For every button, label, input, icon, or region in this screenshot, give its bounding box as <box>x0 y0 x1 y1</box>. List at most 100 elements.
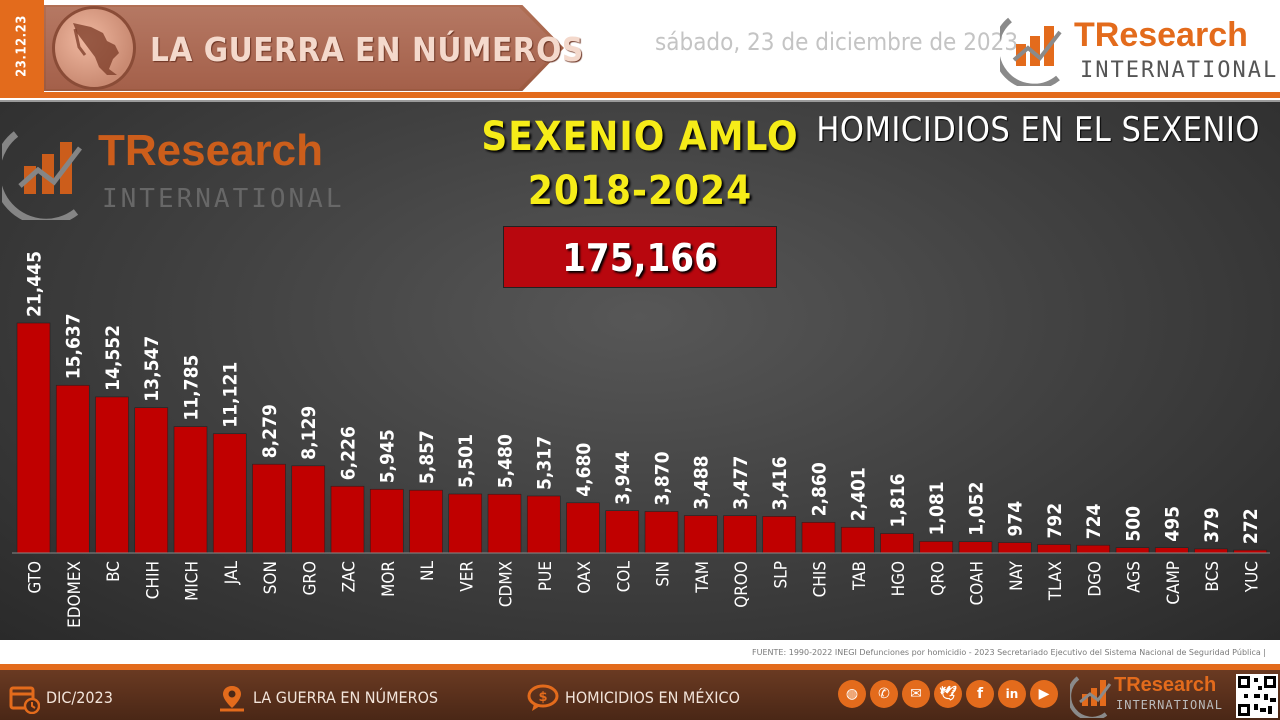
category-label: GTO <box>26 561 46 594</box>
banner-title: LA GUERRA EN NÚMEROS <box>150 30 584 69</box>
bar-gro <box>291 465 326 554</box>
bar-chis <box>801 522 836 554</box>
category-label: COL <box>614 561 634 593</box>
category-label: TLAX <box>1046 561 1066 601</box>
bar-tlax <box>1037 544 1071 554</box>
bar-hgo <box>880 533 914 554</box>
category-label: SIN <box>654 561 674 587</box>
value-label: 974 <box>1005 501 1027 537</box>
logo-sub-text: INTERNATIONAL <box>1080 58 1279 83</box>
category-label: BCS <box>1203 561 1223 592</box>
bar-camp <box>1154 547 1189 554</box>
header-divider <box>0 92 1280 98</box>
mexico-map-icon <box>52 6 136 90</box>
value-label: 21,445 <box>24 251 46 317</box>
bar-edomex <box>55 384 90 554</box>
bar-mor <box>369 488 404 554</box>
value-label: 2,860 <box>809 462 831 516</box>
bar-nay <box>997 542 1032 554</box>
category-label: AGS <box>1125 561 1145 593</box>
value-label: 1,081 <box>926 481 948 535</box>
footer-date: DIC/2023 <box>46 688 113 707</box>
footer-logo-main: TResearch <box>1114 674 1217 696</box>
bar-nl <box>409 489 443 554</box>
category-label: SLP <box>771 561 791 588</box>
value-label: 1,052 <box>966 482 988 536</box>
bar-zac <box>330 485 365 554</box>
value-label: 15,637 <box>63 313 85 379</box>
mail-icon[interactable]: ✉ <box>902 680 930 708</box>
category-label: YUC <box>1242 561 1262 593</box>
watermark-sub-text: INTERNATIONAL <box>102 184 345 214</box>
tresearch-watermark-logo: TResearch INTERNATIONAL <box>2 120 342 220</box>
value-label: 3,488 <box>691 456 713 510</box>
category-label: PUE <box>536 561 556 591</box>
bar-qroo <box>723 515 757 554</box>
bar-cdmx <box>487 493 522 554</box>
bar-mich <box>173 426 208 554</box>
header-date: sábado, 23 de diciembre de 2023 <box>655 28 1019 56</box>
bar-tab <box>840 526 875 554</box>
value-label: 13,547 <box>141 336 163 402</box>
footer-section-title: LA GUERRA EN NÚMEROS <box>253 688 439 707</box>
value-label: 3,477 <box>730 456 752 510</box>
value-label: 724 <box>1083 503 1105 539</box>
qr-code[interactable] <box>1236 674 1278 718</box>
category-label: CDMX <box>497 561 517 607</box>
category-label: COAH <box>968 561 988 605</box>
value-label: 5,857 <box>416 430 438 484</box>
value-label: 14,552 <box>102 325 124 391</box>
date-strip: 23.12.23 <box>0 0 44 92</box>
category-label: NAY <box>1007 560 1027 591</box>
value-label: 11,785 <box>181 355 203 421</box>
category-label: CAMP <box>1164 561 1184 605</box>
value-label: 5,480 <box>495 434 517 488</box>
value-label: 5,317 <box>534 436 556 490</box>
bar-ver <box>448 493 483 554</box>
category-label: MICH <box>183 561 203 601</box>
bar-coah <box>958 541 993 554</box>
calendar-icon <box>9 686 40 714</box>
chat-icon: $ <box>527 684 559 711</box>
svg-text:$: $ <box>538 690 547 705</box>
bar-bc <box>95 396 129 554</box>
source-note: FUENTE: 1990-2022 INEGI Defunciones por … <box>752 648 1266 657</box>
linkedin-icon[interactable]: in <box>998 680 1026 708</box>
value-label: 6,226 <box>338 426 360 480</box>
category-label: EDOMEX <box>65 561 85 628</box>
category-label: BC <box>104 561 124 582</box>
category-label: DGO <box>1085 561 1105 597</box>
phone-icon[interactable]: ✆ <box>870 680 898 708</box>
category-label: OAX <box>575 561 595 594</box>
value-label: 792 <box>1044 503 1066 539</box>
bar-dgo <box>1076 544 1111 554</box>
category-label: MOR <box>379 561 399 597</box>
twitter-icon[interactable]: 🕊 <box>934 680 962 708</box>
value-label: 5,501 <box>455 434 477 488</box>
category-label: VER <box>457 561 477 592</box>
bar-gto <box>16 322 51 554</box>
logo-main-text: TResearch <box>1074 16 1248 54</box>
bar-qro <box>919 541 954 554</box>
bar-slp <box>762 516 797 554</box>
bar-son <box>252 463 286 554</box>
globe-icon[interactable]: ◍ <box>838 680 866 708</box>
value-label: 495 <box>1162 506 1184 542</box>
tresearch-logo: TResearch INTERNATIONAL <box>1000 14 1276 86</box>
youtube-icon[interactable]: ▶ <box>1030 680 1058 708</box>
value-label: 272 <box>1240 508 1262 544</box>
facebook-icon[interactable]: f <box>966 680 994 708</box>
category-label: CHIS <box>811 561 831 597</box>
value-label: 8,279 <box>259 404 281 458</box>
bar-tam <box>683 515 718 554</box>
category-label: CHIH <box>143 561 163 599</box>
bar-pue <box>526 495 561 554</box>
chart-title-line2: 2018-2024 <box>527 168 753 214</box>
category-label: ZAC <box>340 561 360 592</box>
map-pin-icon <box>220 686 244 712</box>
bar-jal <box>212 433 247 554</box>
value-label: 1,816 <box>887 473 909 527</box>
category-label: JAL <box>222 561 242 586</box>
value-label: 3,416 <box>769 456 791 510</box>
